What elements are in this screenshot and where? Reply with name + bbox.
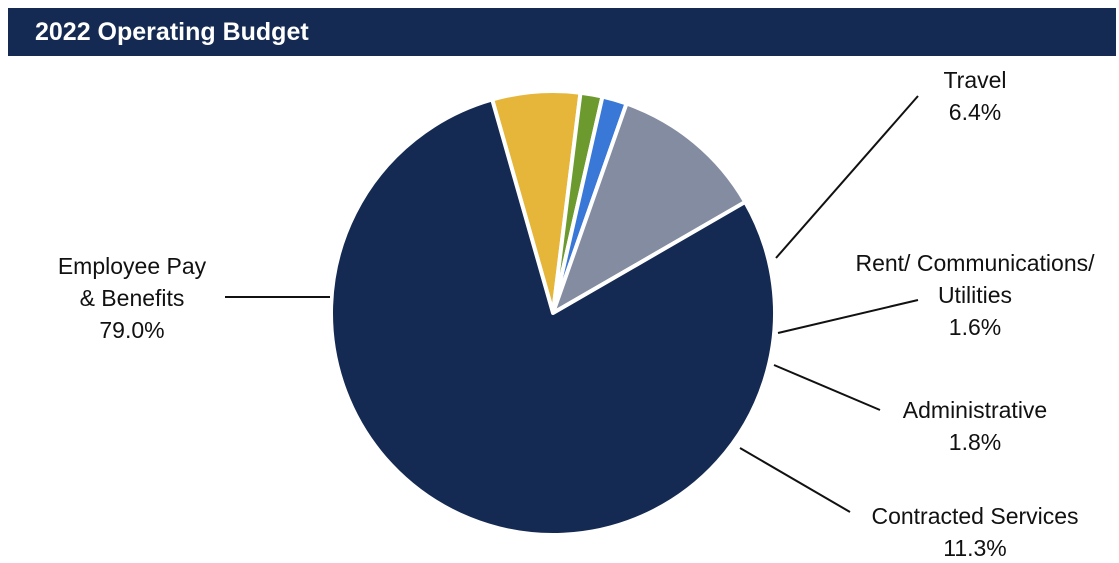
leader-line-rent-utilities (777, 299, 919, 334)
slice-label-employee-pay: & Benefits (80, 285, 185, 311)
chart-title: 2022 Operating Budget (35, 18, 309, 46)
pie-slice-contracted-services (551, 101, 748, 315)
slice-value-label-travel: 6.4% (949, 99, 1001, 125)
leader-line-contracted-services (739, 447, 851, 513)
slice-label-contracted-services: Contracted Services (871, 503, 1078, 529)
leader-line-administrative (773, 364, 881, 411)
slice-value-label-contracted-services: 11.3% (943, 535, 1007, 561)
slice-value-label-employee-pay: 79.0% (99, 317, 164, 343)
slice-label-travel: Travel (943, 67, 1006, 93)
slice-label-rent-utilities: Rent/ Communications/ (855, 250, 1095, 276)
slice-label-rent-utilities: Utilities (938, 282, 1012, 308)
slice-value-label-rent-utilities: 1.6% (949, 314, 1001, 340)
slice-label-employee-pay: Employee Pay (58, 253, 207, 279)
slice-value-label-administrative: 1.8% (949, 429, 1001, 455)
slice-label-administrative: Administrative (903, 397, 1047, 423)
pie-slice-employee-pay (329, 97, 777, 537)
leader-line-travel (775, 95, 919, 259)
chart-title-bar: 2022 Operating Budget (8, 8, 1116, 56)
